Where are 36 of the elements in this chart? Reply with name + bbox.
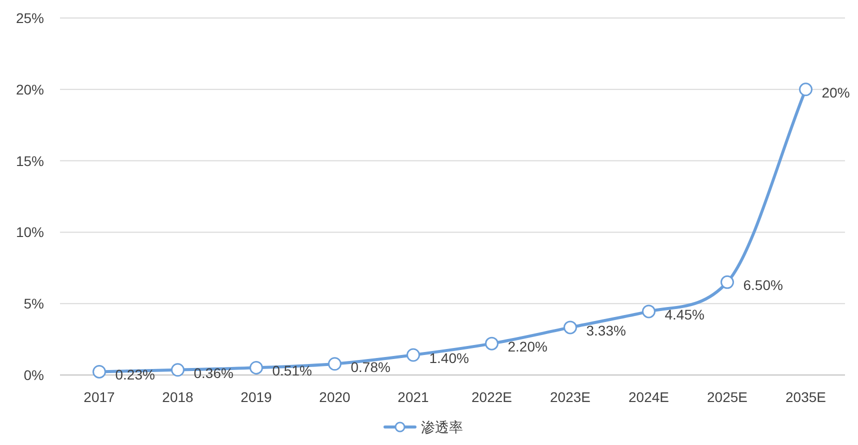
x-tick-label: 2035E	[786, 389, 826, 405]
y-tick-label: 5%	[24, 296, 44, 312]
legend: 渗透率	[384, 419, 463, 435]
x-tick-label: 2025E	[707, 389, 748, 405]
point	[642, 304, 656, 318]
data-label: 6.50%	[743, 277, 783, 294]
data-label: 4.45%	[664, 306, 704, 322]
x-tick-label: 2019	[240, 389, 272, 405]
data-label: 0.78%	[350, 358, 390, 375]
x-tick-label: 2022E	[472, 389, 512, 405]
data-label: 0.51%	[272, 362, 312, 379]
y-tick-label: 20%	[16, 81, 44, 98]
x-tick-label: 2024E	[628, 389, 669, 405]
data-label: 1.40%	[429, 350, 469, 366]
x-tick-label: 2020	[319, 389, 351, 405]
point	[328, 357, 342, 371]
point	[485, 336, 498, 350]
y-tick-label: 0%	[24, 367, 44, 383]
point	[250, 360, 263, 374]
point	[720, 275, 734, 289]
point	[171, 363, 184, 377]
data-label: 20%	[822, 84, 850, 100]
x-tick-label: 2017	[84, 389, 116, 405]
point	[92, 364, 106, 378]
y-tick-label: 10%	[16, 224, 44, 240]
point	[406, 348, 420, 362]
x-tick-label: 2021	[398, 389, 430, 405]
point	[564, 320, 577, 334]
x-tick-label: 2018	[162, 389, 194, 405]
data-label: 3.33%	[586, 322, 626, 338]
legend-label: 渗透率	[421, 419, 463, 435]
y-tick-label: 25%	[16, 10, 44, 26]
x-tick-label: 2023E	[550, 389, 590, 405]
y-tick-label: 15%	[16, 152, 44, 169]
data-label: 2.20%	[508, 338, 548, 355]
point	[799, 82, 812, 96]
